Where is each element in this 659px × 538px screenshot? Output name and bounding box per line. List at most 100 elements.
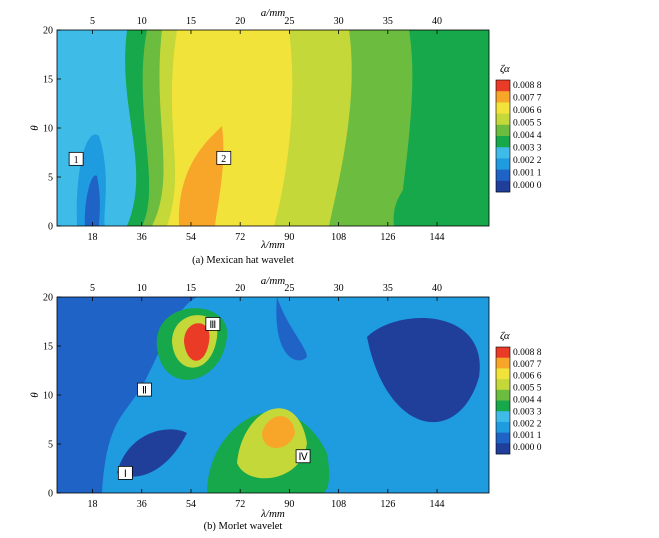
colorbar-frame <box>495 346 511 455</box>
region-label: Ⅲ <box>209 320 216 331</box>
colorbar-swatch <box>496 180 510 193</box>
x-tick-label: 126 <box>380 499 395 510</box>
panel-a: 18 36 54 72 90 108 126 144 5 10 15 20 25 30 35 40 0 5 10 15… <box>29 7 542 266</box>
y-tick-label: 5 <box>48 440 53 451</box>
x-tick-label: 108 <box>331 232 346 243</box>
top-tick-label: 10 <box>137 283 147 294</box>
colorbar-tick-label: 0.004 4 <box>513 396 542 406</box>
region-label: Ⅰ <box>124 469 127 480</box>
colorbar-swatch <box>496 80 510 92</box>
field-right-darkblue <box>367 317 480 423</box>
top-tick-label: 20 <box>235 283 245 294</box>
x-tick-label: 18 <box>88 499 98 510</box>
colorbar-title: ζα <box>500 330 510 342</box>
top-tick-label: 30 <box>334 283 344 294</box>
colorbar-tick-label: 0.005 5 <box>513 119 542 129</box>
colorbar-swatch <box>496 432 510 444</box>
colorbar-swatch <box>496 124 510 137</box>
x-tick-label: 36 <box>137 232 147 243</box>
x-tick-label: 144 <box>430 499 445 510</box>
colorbar-swatch <box>496 357 510 369</box>
colorbar-tick-label: 0.007 7 <box>513 360 542 370</box>
x-tick-label: 36 <box>137 499 147 510</box>
y-tick-label: 0 <box>48 222 53 233</box>
colorbar-frame <box>495 79 511 193</box>
region-box <box>205 317 221 331</box>
region-label: Ⅳ <box>298 452 308 463</box>
y-axis-label: θ <box>29 125 41 131</box>
colorbar-tick-label: 0.004 4 <box>513 131 542 141</box>
colorbar-tick-label: 0.002 2 <box>513 156 542 166</box>
top-tick-label: 25 <box>284 16 294 27</box>
colorbar-swatch <box>496 158 510 170</box>
panel-caption: (b) Morlet wavelet <box>204 521 283 532</box>
x-tick-label: 54 <box>186 232 196 243</box>
contour-field <box>57 297 489 493</box>
x-tick-label: 108 <box>331 499 346 510</box>
top-tick-label: 30 <box>334 16 344 27</box>
colorbar-swatch <box>496 443 510 455</box>
x-tick-label: 72 <box>235 232 245 243</box>
y-tick-label: 5 <box>48 173 53 184</box>
colorbar-title: ζα <box>500 63 510 75</box>
colorbar-swatch <box>496 421 510 433</box>
x-tick-label: 90 <box>284 499 294 510</box>
x-tick-label: 90 <box>284 232 294 243</box>
colorbar-swatch <box>496 113 510 126</box>
colorbar-swatch <box>496 347 510 358</box>
colorbar-swatch <box>496 379 510 391</box>
x-tick-label: 126 <box>380 232 395 243</box>
colorbar-tick-label: 0.007 7 <box>513 94 542 104</box>
y-tick-label: 0 <box>48 489 53 500</box>
field-bottom-orange <box>262 416 295 448</box>
colorbar-tick-label: 0.000 0 <box>513 443 542 453</box>
panel-caption: (a) Mexican hat wavelet <box>192 255 294 266</box>
x-tick-label: 72 <box>235 499 245 510</box>
top-tick-label: 10 <box>137 16 147 27</box>
colorbar-tick-label: 0.008 8 <box>513 348 542 358</box>
y-tick-label: 15 <box>43 342 53 353</box>
field-spot-darkblue <box>276 297 307 361</box>
region-box <box>216 150 232 165</box>
colorbar-swatch <box>496 169 510 182</box>
panel-b: 18 36 54 72 90 108 126 144 5 10 15 20 25 30 35 40 0 5 10 15… <box>29 275 542 532</box>
x-tick-label: 144 <box>430 232 445 243</box>
top-tick-label: 25 <box>284 283 294 294</box>
colorbar-tick-label: 0.003 3 <box>513 143 542 153</box>
field-right-green <box>393 156 489 226</box>
top-axis-label: a/mm <box>261 7 286 19</box>
colorbar-swatch <box>496 91 510 103</box>
y-axis-label: θ <box>29 392 41 398</box>
colorbar-swatch <box>496 102 510 114</box>
colorbar-swatch <box>496 411 510 423</box>
x-tick-label: 18 <box>88 232 98 243</box>
region-box <box>117 465 133 480</box>
top-tick-label: 40 <box>432 16 442 27</box>
y-tick-label: 10 <box>43 391 53 402</box>
field-peak-orange <box>178 126 224 226</box>
top-tick-label: 40 <box>432 283 442 294</box>
top-tick-label: 20 <box>235 16 245 27</box>
top-tick-label: 15 <box>186 16 196 27</box>
colorbar-tick-label: 0.005 5 <box>513 384 542 394</box>
y-tick-label: 20 <box>43 26 53 37</box>
colorbar-swatch <box>496 389 510 401</box>
colorbar-tick-label: 0.006 6 <box>513 106 542 116</box>
colorbar: 0.008 80.007 70.006 60.005 50.004 40.003… <box>495 63 542 193</box>
region-label: Ⅱ <box>142 386 147 397</box>
top-tick-label: 35 <box>383 283 393 294</box>
top-tick-label: 35 <box>383 16 393 27</box>
field-left-darkblue <box>84 175 100 226</box>
colorbar-tick-label: 0.006 6 <box>513 372 542 382</box>
y-tick-label: 10 <box>43 124 53 135</box>
region-box <box>68 151 84 166</box>
y-tick-label: 20 <box>43 293 53 304</box>
region-box <box>295 449 311 464</box>
region-label: 1 <box>74 155 79 166</box>
contour-field <box>57 30 489 226</box>
y-tick-label: 15 <box>43 75 53 86</box>
colorbar: 0.008 80.007 70.006 60.005 50.004 40.003… <box>495 330 542 455</box>
colorbar-swatch <box>496 136 510 148</box>
region-box <box>137 382 152 397</box>
